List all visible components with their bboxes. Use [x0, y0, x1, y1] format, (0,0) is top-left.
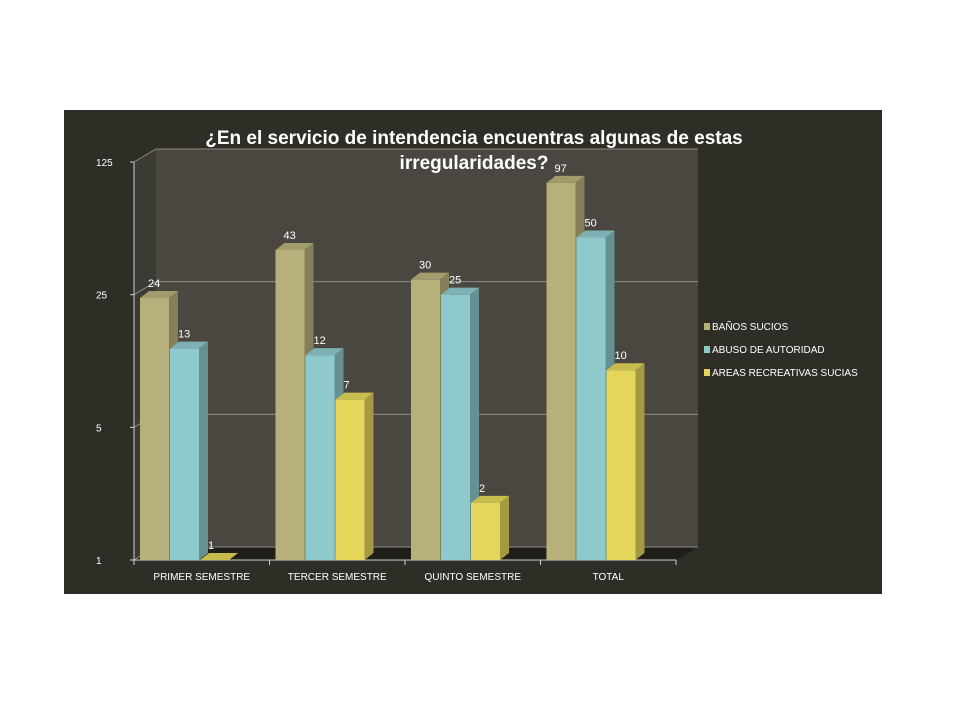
bar-front	[441, 294, 470, 560]
bar-front	[335, 399, 365, 560]
bar-top	[170, 341, 208, 349]
bar-top	[275, 242, 314, 250]
bar	[606, 363, 645, 560]
data-label: 1	[208, 540, 214, 552]
category-label: PRIMER SEMESTRE	[153, 572, 250, 583]
bar	[275, 242, 314, 560]
bar-front	[411, 279, 440, 560]
bar	[200, 553, 238, 560]
data-label: 50	[585, 218, 597, 230]
category-label: TERCER SEMESTRE	[288, 572, 387, 583]
bar-top	[200, 553, 238, 560]
chart-title-line: ¿En el servicio de intendencia encuentra…	[205, 128, 742, 149]
bar-top	[546, 175, 585, 183]
data-label: 43	[284, 230, 296, 242]
bar	[441, 287, 479, 560]
bar-top	[305, 348, 344, 356]
y-tick-label: 25	[96, 291, 108, 302]
bar-top	[411, 272, 449, 280]
bar-front	[471, 502, 500, 560]
legend-entry: AREAS RECREATIVAS SUCIAS	[712, 368, 858, 379]
bar-side	[364, 392, 374, 560]
legend-swatch	[704, 369, 710, 376]
data-label: 10	[615, 350, 627, 362]
bar-front	[606, 370, 636, 560]
category-label: TOTAL	[593, 572, 625, 583]
bar-top	[441, 287, 479, 295]
legend-swatch	[704, 323, 710, 330]
bar-side	[199, 341, 208, 560]
data-label: 12	[314, 335, 326, 347]
bar-top	[335, 392, 374, 400]
gridline	[133, 148, 698, 163]
bar-side	[470, 287, 479, 560]
chart-title-line: irregularidades?	[400, 153, 549, 174]
bar	[335, 392, 374, 560]
bar	[170, 341, 208, 560]
bar-top	[471, 495, 509, 503]
y-tick-label: 1	[96, 556, 102, 567]
data-label: 24	[148, 278, 160, 290]
bar-front	[546, 182, 576, 560]
bar-side	[635, 363, 645, 560]
bar-top	[576, 230, 615, 238]
legend-entry: BAÑOS SUCIOS	[712, 320, 788, 333]
category-label: QUINTO SEMESTRE	[425, 572, 522, 583]
gridline	[133, 281, 698, 296]
bar-side	[500, 495, 509, 560]
bar-top	[140, 291, 178, 299]
bar-front	[305, 355, 335, 560]
y-tick-label: 5	[96, 423, 102, 434]
legend-entry: ABUSO DE AUTORIDAD	[712, 345, 825, 356]
legend-swatch	[704, 346, 710, 353]
bar-front	[576, 237, 606, 560]
data-label: 25	[449, 275, 461, 287]
bar-front	[275, 249, 305, 560]
bar-front	[140, 298, 169, 560]
bar-top	[606, 363, 645, 371]
data-label: 2	[479, 483, 485, 495]
data-label: 97	[555, 163, 567, 175]
bar-front	[170, 348, 199, 560]
bar	[471, 495, 509, 560]
chart-panel: 1 5 25 125 PRIMER SEMESTRE TERCER SEMESTRE QUI…	[64, 110, 882, 594]
data-label: 13	[178, 329, 190, 341]
data-label: 7	[344, 380, 350, 392]
y-tick-label: 125	[96, 158, 113, 169]
data-label: 30	[419, 260, 431, 272]
